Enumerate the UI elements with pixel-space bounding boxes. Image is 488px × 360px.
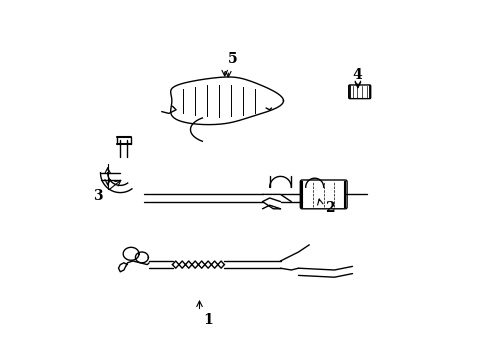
Text: 1: 1 [203,313,212,327]
Text: 3: 3 [93,189,102,203]
Text: 5: 5 [228,52,238,66]
Text: 2: 2 [325,201,334,215]
Text: 4: 4 [352,68,362,82]
